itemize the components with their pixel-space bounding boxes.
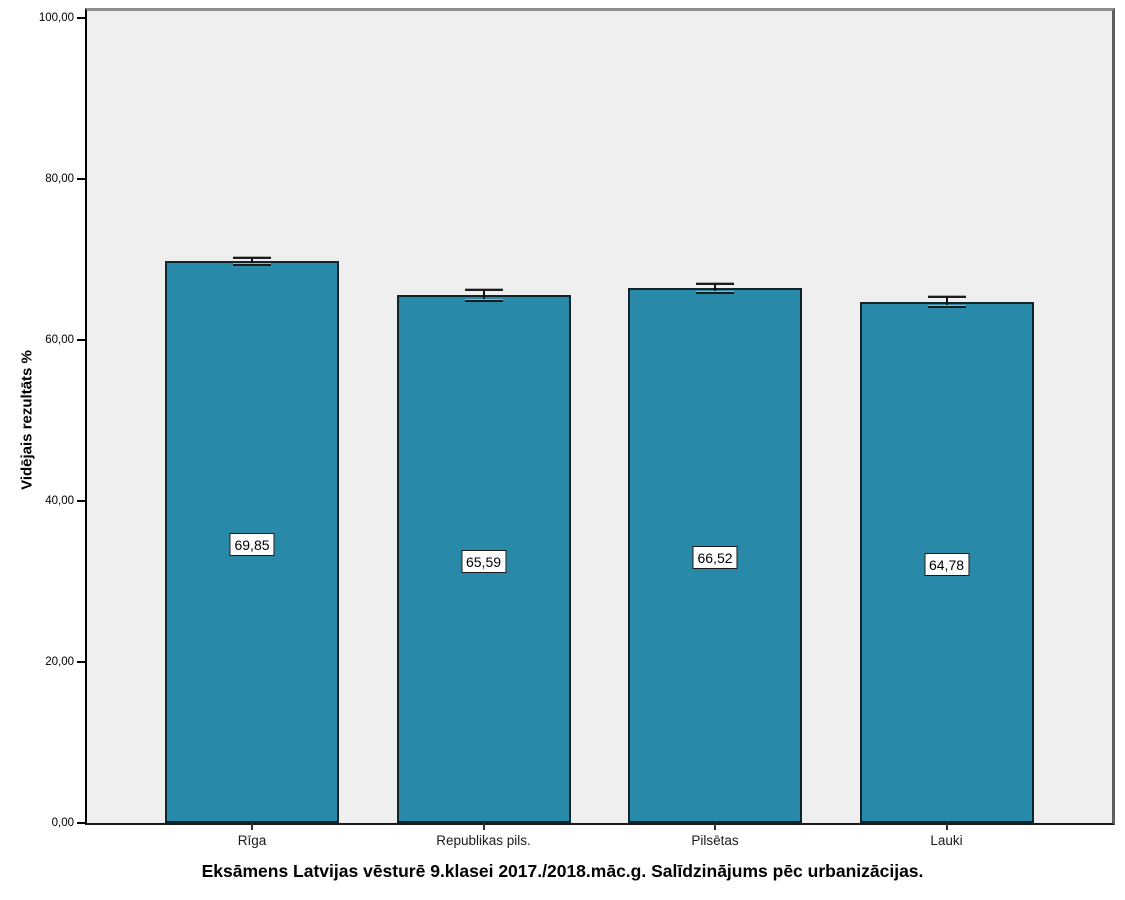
value-label: 66,52: [692, 546, 738, 570]
x-tick: [714, 823, 716, 830]
y-tick-label: 80,00: [45, 173, 74, 185]
error-bar-cap-top: [233, 255, 271, 259]
error-bar-cap-bottom: [927, 305, 966, 309]
x-tick: [251, 823, 253, 830]
x-tick-label: Republikas pils.: [436, 833, 531, 848]
error-bar: [482, 289, 485, 301]
error-bar-cap-bottom: [464, 298, 503, 302]
y-tick-label: 0,00: [51, 817, 74, 829]
y-tick-label: 20,00: [45, 656, 74, 668]
error-bar-cap-top: [464, 288, 503, 292]
x-tick: [482, 823, 485, 830]
y-tick-label: 100,00: [38, 12, 74, 24]
x-tick-label: Lauki: [930, 833, 963, 848]
y-tick: [77, 339, 85, 341]
y-tick: [77, 500, 85, 502]
x-tick: [945, 823, 948, 830]
error-bar-cap-bottom: [696, 290, 734, 294]
y-tick-label: 60,00: [45, 334, 74, 346]
value-label: 64,78: [923, 553, 970, 577]
y-tick: [77, 178, 85, 180]
y-tick: [77, 661, 85, 663]
y-tick: [77, 17, 85, 19]
y-axis-title: Vidējais rezultāts %: [18, 350, 36, 490]
value-label: 65,59: [460, 550, 507, 573]
y-tick-label: 40,00: [45, 495, 74, 507]
y-tick: [77, 822, 85, 824]
value-label: 69,85: [229, 532, 275, 556]
x-tick-label: Rīga: [237, 833, 267, 848]
error-bar: [945, 296, 948, 307]
x-tick-label: Pilsētas: [691, 833, 739, 848]
chart-title: Eksāmens Latvijas vēsturē 9.klasei 2017.…: [201, 861, 924, 881]
error-bar: [714, 283, 716, 293]
error-bar: [251, 257, 253, 265]
error-bar-cap-bottom: [233, 262, 271, 266]
error-bar-cap-top: [927, 294, 966, 298]
error-bar-cap-top: [696, 281, 734, 285]
